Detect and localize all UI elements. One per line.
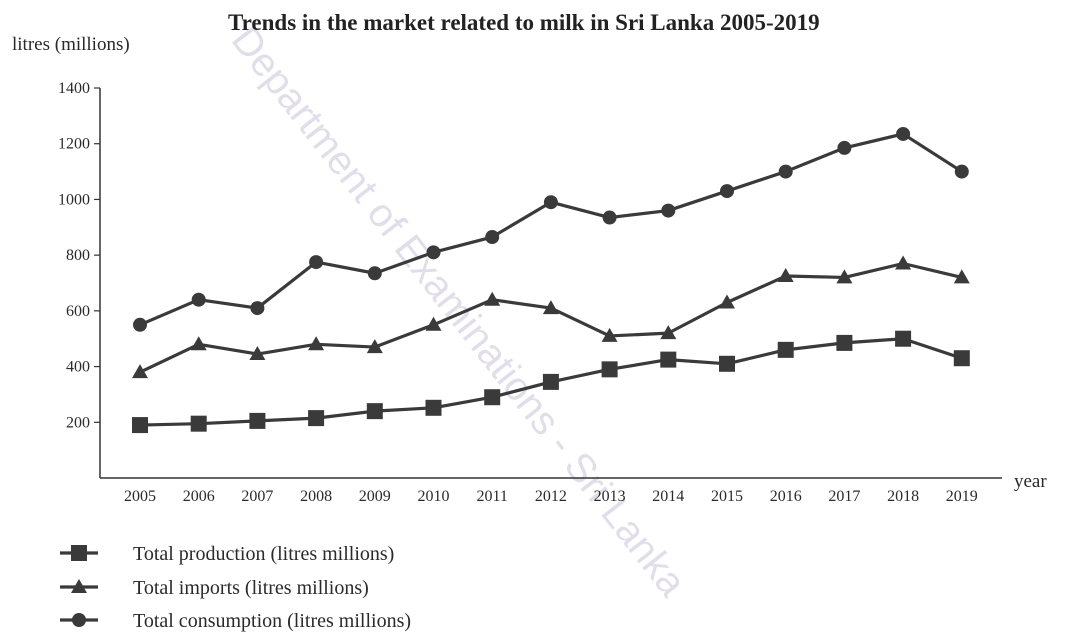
y-tick-group: 200 400 600 800 1000 1200 1400 — [58, 80, 100, 431]
x-tick-label: 2018 — [887, 488, 919, 505]
legend-circle-icon — [72, 613, 86, 627]
x-tick-label: 2013 — [594, 488, 626, 505]
triangle-data-point — [366, 339, 383, 354]
circle-data-point — [309, 255, 324, 270]
legend-label: Total imports (litres millions) — [133, 577, 369, 599]
circle-data-point — [191, 292, 206, 307]
triangle-data-point — [425, 316, 442, 331]
y-tick-label: 600 — [66, 303, 90, 320]
circle-data-point — [896, 126, 911, 141]
x-tick-label: 2017 — [828, 488, 860, 505]
x-tick-label: 2009 — [359, 488, 391, 505]
triangle-data-point — [895, 255, 912, 270]
x-tick-label: 2008 — [300, 488, 332, 505]
square-data-point — [308, 410, 325, 427]
y-tick-label: 1000 — [58, 191, 90, 208]
x-tick-label: 2015 — [711, 488, 743, 505]
triangle-data-point — [308, 336, 325, 351]
square-data-point — [836, 334, 853, 351]
x-axis-label: year — [1014, 471, 1047, 492]
circle-data-point — [778, 164, 793, 179]
triangle-data-point — [484, 291, 501, 306]
square-data-point — [366, 403, 383, 420]
circle-data-point — [485, 230, 500, 245]
circle-data-point — [250, 301, 265, 316]
triangle-data-point — [190, 336, 207, 351]
square-data-point — [895, 330, 912, 347]
circle-data-point — [720, 184, 734, 199]
y-tick-label: 800 — [66, 247, 90, 264]
x-tick-label: 2016 — [770, 488, 802, 505]
triangle-data-point — [777, 268, 794, 283]
circle-data-point — [367, 266, 382, 281]
circle-data-point — [661, 203, 676, 218]
triangle-data-point — [601, 327, 618, 342]
y-tick-label: 1200 — [58, 136, 90, 153]
y-tick-label: 200 — [66, 414, 90, 431]
x-tick-label: 2014 — [652, 488, 684, 505]
circle-data-point — [426, 245, 441, 260]
square-data-point — [777, 341, 794, 358]
legend-triangle-icon — [71, 579, 87, 593]
square-data-point — [719, 355, 735, 372]
square-data-point — [190, 415, 207, 432]
x-tick-label: 2005 — [124, 488, 156, 505]
triangle-data-point — [660, 325, 677, 340]
series-layer — [132, 126, 970, 434]
triangle-data-point — [719, 294, 735, 309]
square-data-point — [132, 417, 148, 434]
x-tick-label: 2010 — [418, 488, 450, 505]
watermark-text: Department of Examinations - Sri Lanka — [223, 18, 695, 605]
y-tick-label: 400 — [66, 359, 90, 376]
triangle-data-point — [836, 269, 853, 284]
x-tick-label: 2006 — [183, 488, 215, 505]
legend-square-icon — [71, 545, 87, 561]
square-data-point — [542, 373, 559, 390]
y-axis-label: litres (millions) — [12, 34, 130, 55]
circle-data-point — [837, 140, 852, 155]
circle-data-point — [602, 210, 617, 225]
circle-data-point — [954, 164, 969, 179]
x-tick-group: 2005 2006 2007 2008 2009 2010 2011 2012 2013 2014… — [124, 488, 978, 505]
x-tick-label: 2019 — [946, 488, 978, 505]
square-data-point — [953, 350, 970, 367]
triangle-data-point — [953, 269, 970, 284]
triangle-data-point — [132, 364, 148, 379]
triangle-data-point — [542, 300, 559, 315]
x-tick-label: 2011 — [476, 488, 507, 505]
square-data-point — [484, 389, 501, 406]
x-tick-label: 2012 — [535, 488, 567, 505]
series-line-circle — [139, 132, 963, 327]
circle-data-point — [133, 317, 147, 332]
legend-label: Total consumption (litres millions) — [133, 610, 411, 632]
chart-title: Trends in the market related to milk in … — [228, 10, 820, 35]
triangle-data-point — [249, 346, 266, 361]
square-data-point — [601, 361, 618, 378]
square-data-point — [425, 399, 442, 416]
y-tick-label: 1400 — [58, 80, 90, 97]
square-data-point — [660, 351, 677, 368]
circle-data-point — [543, 195, 558, 210]
legend: Total production (litres millions) Total … — [60, 543, 411, 632]
legend-label: Total production (litres millions) — [133, 543, 394, 565]
square-data-point — [249, 412, 266, 429]
x-tick-label: 2007 — [241, 488, 273, 505]
